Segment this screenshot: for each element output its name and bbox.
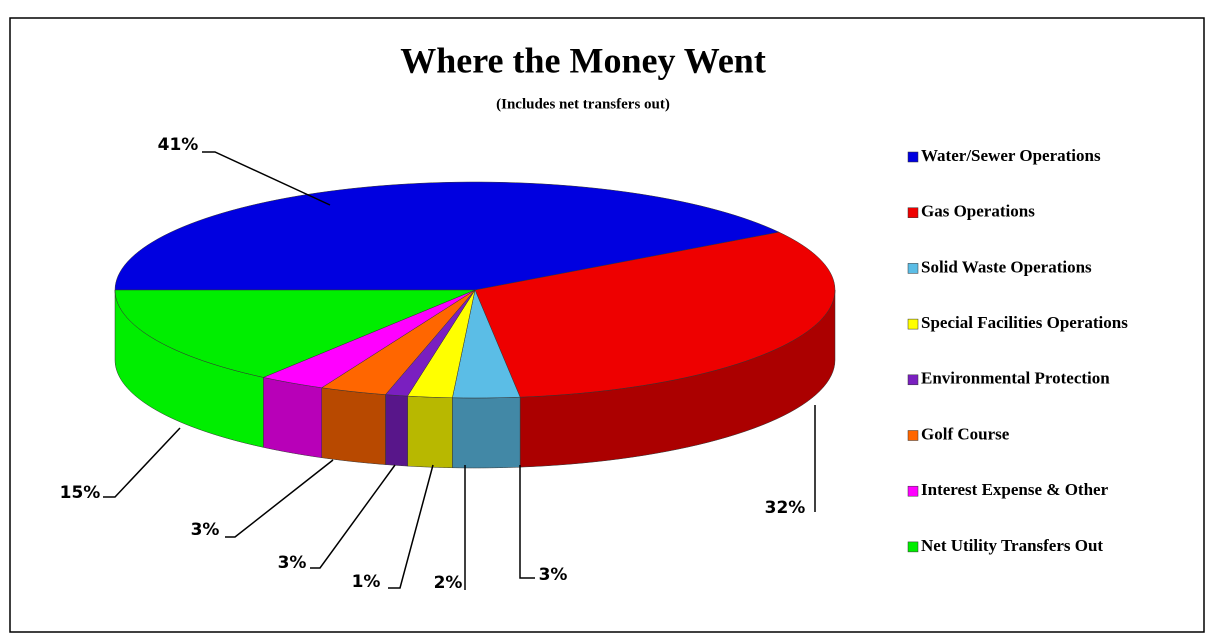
slice-side — [385, 394, 408, 467]
legend-swatch — [907, 318, 919, 330]
legend-swatch — [907, 263, 919, 274]
chart-subtitle: (Includes net transfers out) — [496, 96, 670, 112]
legend-label: Golf Course — [921, 424, 1010, 443]
data-label: 41% — [158, 135, 199, 155]
legend-label: Water/Sewer Operations — [921, 146, 1101, 165]
slice — [321, 289, 476, 395]
leader-line — [310, 464, 396, 569]
legend-swatch — [907, 541, 919, 553]
slice-side — [452, 396, 521, 469]
data-label: 32% — [765, 498, 806, 518]
legend-swatch — [907, 151, 919, 163]
legend-label: Environmental Protection — [921, 369, 1110, 388]
slice — [114, 181, 780, 291]
legend-swatch — [907, 207, 919, 218]
legend-swatch — [907, 430, 919, 441]
leader-line — [225, 459, 334, 538]
slice-side — [407, 395, 453, 469]
leader-line — [519, 465, 535, 579]
chart-title: Where the Money Went — [400, 40, 766, 80]
slice — [114, 289, 476, 378]
data-label: 3% — [539, 565, 568, 585]
data-label: 2% — [434, 573, 463, 593]
legend-label: Gas Operations — [921, 202, 1035, 221]
data-label: 3% — [278, 553, 307, 573]
slice — [262, 289, 476, 388]
leader-line — [202, 151, 331, 206]
legend-label: Interest Expense & Other — [921, 480, 1109, 499]
slice — [474, 231, 836, 398]
legend-label: Solid Waste Operations — [921, 257, 1092, 276]
legend-label: Net Utility Transfers Out — [921, 536, 1103, 555]
leader-line — [388, 464, 434, 589]
legend-label: Special Facilities Operations — [921, 313, 1128, 332]
slice — [452, 289, 521, 399]
data-label: 15% — [60, 483, 101, 503]
legend-swatch — [907, 374, 919, 386]
data-label: 3% — [191, 520, 220, 540]
data-label: 1% — [352, 572, 381, 592]
slice-side — [321, 387, 386, 465]
slice-side — [263, 377, 322, 459]
legend-swatch — [907, 485, 919, 497]
leader-line — [103, 427, 181, 498]
